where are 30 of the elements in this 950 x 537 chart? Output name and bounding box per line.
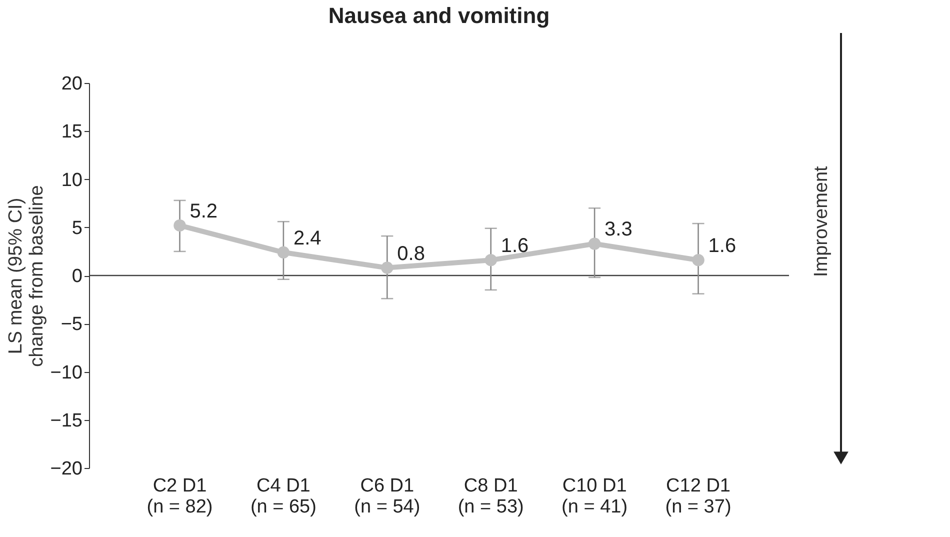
- data-label: 1.6: [708, 235, 736, 258]
- point: [484, 254, 497, 266]
- x-tick-label: C10 D1 (n = 41): [562, 476, 628, 518]
- x-tick-label: C12 D1 (n = 37): [665, 476, 732, 518]
- data-label: 1.6: [500, 235, 529, 258]
- y-tick-label: 20: [61, 74, 82, 94]
- data-label: 2.4: [293, 227, 322, 250]
- point: [277, 246, 290, 259]
- text: Improvement: [811, 165, 832, 278]
- y-tick-label: −15: [50, 410, 82, 432]
- chart-title: Nausea and vomiting: [328, 3, 550, 28]
- point: [588, 238, 601, 250]
- y-tick-label: 5: [72, 218, 82, 239]
- x-tick-label: C8 D1 (n = 53): [458, 476, 524, 518]
- y-tick-label: 15: [61, 122, 82, 143]
- point: [174, 219, 186, 232]
- y-tick-label: −20: [50, 458, 82, 480]
- point: [692, 254, 704, 266]
- x-tick-label: C2 D1 (n = 82): [146, 476, 213, 518]
- y-tick-label: 0: [72, 266, 82, 287]
- y-tick-label: 10: [61, 170, 82, 191]
- data-label: 5.2: [190, 200, 218, 222]
- x-tick-label: C4 D1 (n = 65): [250, 476, 316, 518]
- y-tick-label: −5: [60, 314, 82, 336]
- x-tick-label: C6 D1 (n = 54): [354, 476, 420, 518]
- point: [381, 262, 394, 274]
- data-label: 0.8: [397, 242, 425, 265]
- y-tick-label: −10: [50, 362, 82, 384]
- data-label: 3.3: [604, 218, 632, 241]
- y-axis-title: LS mean (95% CI) change from baseline: [5, 185, 48, 367]
